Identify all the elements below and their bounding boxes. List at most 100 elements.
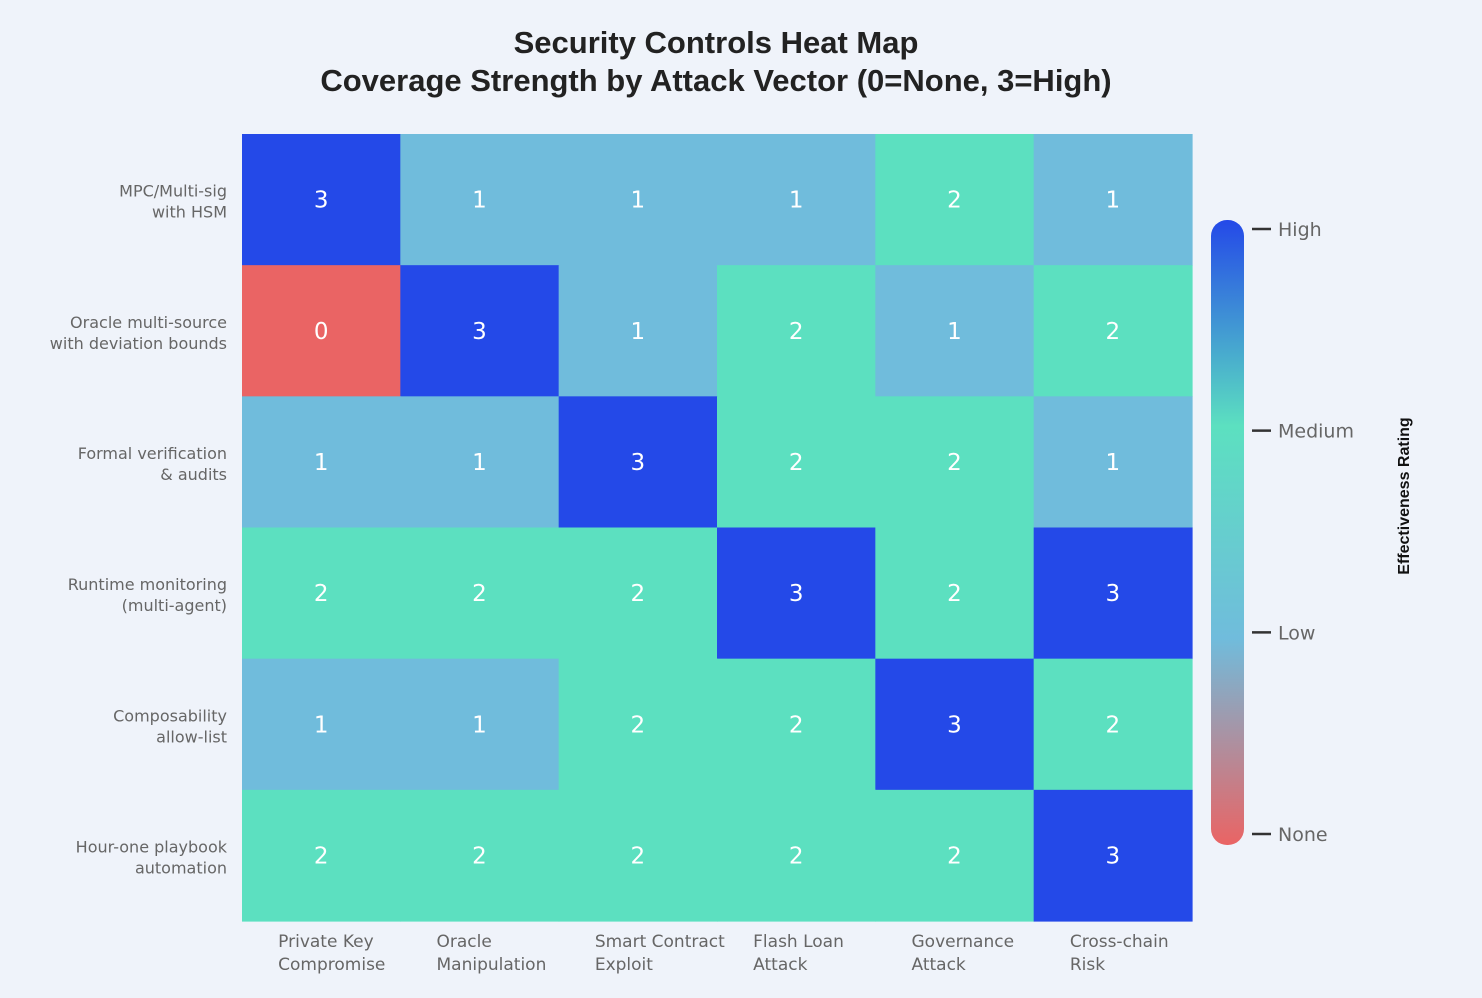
heatmap-cell — [558, 134, 718, 266]
cell-value-label: 2 — [1106, 712, 1121, 738]
cell-value-label: 1 — [1106, 450, 1121, 476]
column-tick-label: Exploit — [595, 955, 653, 975]
cell-value-label: 3 — [1106, 843, 1121, 869]
heatmap-cell — [717, 396, 876, 529]
cell-value-label: 2 — [789, 843, 804, 869]
cell-value-label: 1 — [1106, 188, 1121, 214]
column-tick-label: Compromise — [278, 955, 385, 975]
colorbar-ticks: None Low Medium High — [1252, 219, 1354, 846]
column-labels: Private Key Compromise Oracle Manipulation S… — [278, 932, 1168, 975]
heatmap-cell — [242, 265, 401, 397]
cell-value-label: 2 — [472, 843, 487, 869]
cell-value-label: 1 — [631, 188, 646, 214]
heatmap-cell — [400, 789, 560, 922]
chart-title-line1: Security Controls Heat Map — [514, 25, 919, 60]
cell-value-label: 2 — [631, 843, 646, 869]
column-tick-label: Governance — [912, 932, 1015, 952]
cell-value-label: 2 — [314, 581, 329, 607]
heatmap-cell — [558, 527, 718, 660]
cell-value-label: 1 — [472, 450, 487, 476]
colorbar-tick-label: Medium — [1278, 421, 1354, 443]
heatmap-cell — [558, 396, 718, 529]
column-tick-label: Flash Loan — [753, 932, 844, 952]
cell-value-label: 2 — [947, 450, 962, 476]
cell-value-label: 2 — [472, 581, 487, 607]
cell-value-label: 0 — [314, 319, 329, 345]
colorbar-title: Effectiveness Rating — [1396, 417, 1413, 574]
cell-value-label: 2 — [631, 712, 646, 738]
row-tick-label: Composability — [113, 706, 227, 725]
heatmap-cell — [717, 658, 876, 791]
cell-value-label: 3 — [314, 188, 329, 214]
row-tick-label: allow-list — [156, 727, 227, 746]
heatmap-cell — [1033, 265, 1193, 397]
cell-value-label: 1 — [789, 188, 804, 214]
heatmap-cell — [1033, 527, 1193, 660]
heatmap-cell — [242, 396, 401, 529]
cell-value-label: 3 — [789, 581, 804, 607]
column-tick-label: Cross-chain — [1070, 932, 1169, 952]
row-tick-label: with deviation bounds — [50, 334, 227, 353]
cell-value-label: 1 — [314, 712, 329, 738]
heatmap-cell — [400, 527, 560, 660]
column-tick-label: Attack — [753, 955, 807, 975]
cell-value-label: 1 — [631, 319, 646, 345]
heatmap-cell — [400, 134, 560, 266]
colorbar: None Low Medium High Effectiveness Rating — [1211, 219, 1413, 846]
cell-value-label: 2 — [789, 450, 804, 476]
heatmap-cell — [242, 658, 401, 791]
cell-value-label: 2 — [789, 319, 804, 345]
heatmap-cell — [717, 789, 876, 922]
colorbar-tick-label: None — [1278, 824, 1328, 846]
row-tick-label: & audits — [160, 465, 227, 484]
cell-value-label: 2 — [314, 843, 329, 869]
row-tick-label: Runtime monitoring — [68, 575, 227, 594]
chart-title-line2: Coverage Strength by Attack Vector (0=No… — [320, 63, 1111, 98]
row-tick-label: Formal verification — [78, 444, 227, 463]
cell-value-label: 2 — [631, 581, 646, 607]
heatmap-cell — [558, 265, 718, 397]
heatmap-cell — [400, 265, 560, 397]
cell-value-label: 1 — [472, 188, 487, 214]
row-tick-label: Hour-one playbook — [76, 837, 228, 856]
heatmap-cell — [717, 134, 876, 266]
cell-value-label: 2 — [947, 188, 962, 214]
cell-value-label: 3 — [947, 712, 962, 738]
cell-value-label: 2 — [947, 581, 962, 607]
heatmap-cell — [400, 658, 560, 791]
cell-value-label: 2 — [789, 712, 804, 738]
cell-value-label: 2 — [1106, 319, 1121, 345]
column-tick-label: Oracle — [437, 932, 492, 952]
cell-value-label: 2 — [947, 843, 962, 869]
heatmap-cell — [875, 265, 1035, 397]
cell-value-label: 1 — [472, 712, 487, 738]
heatmap-grid: 3 1 1 1 2 1 0 3 1 2 1 2 1 1 3 2 2 1 2 2 2 3 2 3 1 1 2 2 3 2 2 2 2 2 2 3 — [242, 134, 1193, 922]
heatmap-cell — [242, 527, 401, 660]
column-tick-label: Manipulation — [437, 955, 547, 975]
heatmap-cell — [717, 527, 876, 660]
colorbar-tick-label: High — [1278, 219, 1322, 241]
cell-value-label: 1 — [314, 450, 329, 476]
row-tick-label: with HSM — [152, 203, 227, 222]
heatmap-cell — [717, 265, 876, 397]
heatmap-cell — [1033, 789, 1193, 922]
column-tick-label: Risk — [1070, 955, 1105, 975]
row-tick-label: automation — [135, 858, 227, 877]
heatmap-cell — [558, 658, 718, 791]
colorbar-gradient — [1211, 220, 1244, 845]
cell-value-label: 1 — [947, 319, 962, 345]
colorbar-tick-label: Low — [1278, 622, 1315, 644]
column-tick-label: Private Key — [278, 932, 374, 952]
cell-value-label: 3 — [631, 450, 646, 476]
column-tick-label: Smart Contract — [595, 932, 725, 952]
heatmap-cell — [875, 396, 1035, 529]
heatmap-cell — [875, 658, 1035, 791]
heatmap-cell — [242, 789, 401, 922]
row-labels: MPC/Multi-sig with HSM Oracle multi-source… — [50, 182, 228, 878]
heatmap-cell — [875, 134, 1035, 266]
heatmap-cell — [875, 789, 1035, 922]
heatmap-cell — [875, 527, 1035, 660]
row-tick-label: (multi-agent) — [122, 596, 227, 615]
heatmap-cell — [1033, 658, 1193, 791]
